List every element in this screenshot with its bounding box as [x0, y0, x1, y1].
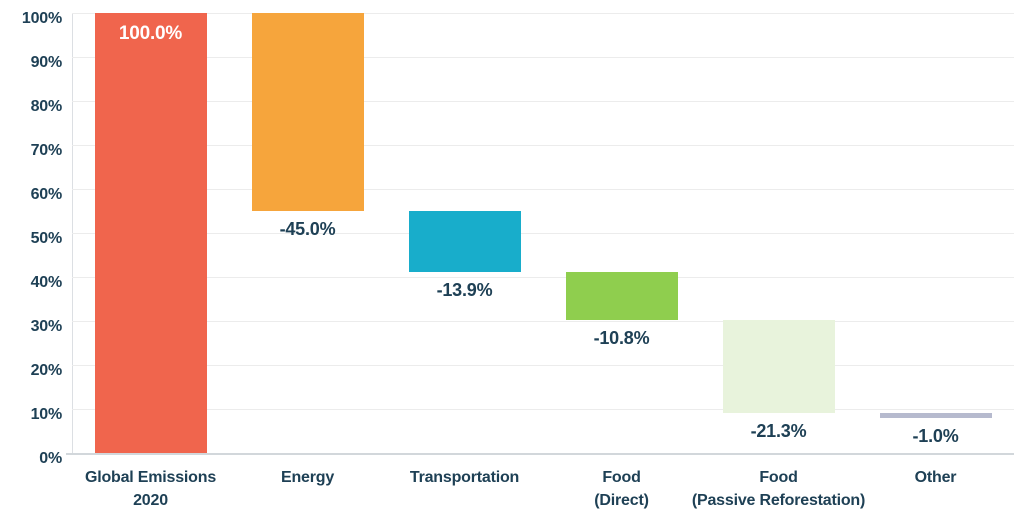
x-category-line: (Direct) — [594, 492, 649, 509]
x-category-line: Global Emissions — [84, 469, 217, 486]
x-category-line: 2020 — [133, 492, 168, 509]
value-label-food-direct: -10.8% — [593, 327, 650, 348]
x-category-line: Energy — [280, 469, 335, 486]
y-tick-label-80: 80% — [30, 98, 63, 115]
bar-other — [879, 413, 992, 418]
x-category-label-transportation: Transportation — [410, 466, 519, 489]
bar-food-direct — [565, 272, 678, 320]
y-tick-label-70: 70% — [30, 142, 63, 159]
value-label-food-passive-reforestation: -21.3% — [750, 421, 807, 442]
y-tick-label-30: 30% — [30, 318, 63, 335]
gridline-30 — [72, 321, 1014, 322]
x-category-label-food-direct: Food (Direct) — [594, 466, 649, 512]
gridline-20 — [72, 365, 1014, 366]
x-category-line: Transportation — [409, 469, 520, 486]
gridline-70 — [72, 145, 1014, 146]
gridline-90 — [72, 57, 1014, 58]
gridline-10 — [72, 409, 1014, 410]
bar-energy — [251, 13, 364, 211]
bar-transportation — [408, 211, 521, 273]
y-tick-label-10: 10% — [30, 406, 63, 423]
value-label-other: -1.0% — [912, 425, 959, 446]
gridline-50 — [72, 233, 1014, 234]
x-category-line: Other — [914, 469, 957, 486]
y-tick-label-90: 90% — [30, 54, 63, 71]
x-category-line: Food — [759, 469, 798, 486]
y-tick-label-0: 0% — [39, 450, 62, 467]
y-tick-label-50: 50% — [30, 230, 63, 247]
x-axis-line — [66, 453, 1014, 455]
x-category-label-food-passive-reforestation: Food (Passive Reforestation) — [692, 466, 865, 512]
gridline-60 — [72, 189, 1014, 190]
gridline-100 — [72, 13, 1014, 14]
value-label-energy: -45.0% — [279, 219, 336, 239]
value-label-global-emissions-2020: 100.0% — [118, 23, 183, 44]
y-tick-label-60: 60% — [30, 186, 63, 203]
x-category-label-energy: Energy — [281, 466, 334, 489]
x-category-label-other: Other — [915, 466, 957, 489]
value-label-transportation: -13.9% — [436, 280, 493, 301]
x-category-line: (Passive Reforestation) — [691, 492, 866, 509]
y-tick-label-20: 20% — [30, 362, 63, 379]
y-tick-label-40: 40% — [30, 274, 63, 291]
y-tick-label-100: 100% — [21, 10, 62, 27]
bar-global-emissions-2020 — [94, 13, 207, 453]
x-category-label-global-emissions-2020: Global Emissions 2020 — [85, 466, 216, 512]
x-category-line: Food — [602, 469, 641, 486]
gridline-80 — [72, 101, 1014, 102]
gridline-40 — [72, 277, 1014, 278]
bar-food-passive-reforestation — [722, 319, 835, 414]
